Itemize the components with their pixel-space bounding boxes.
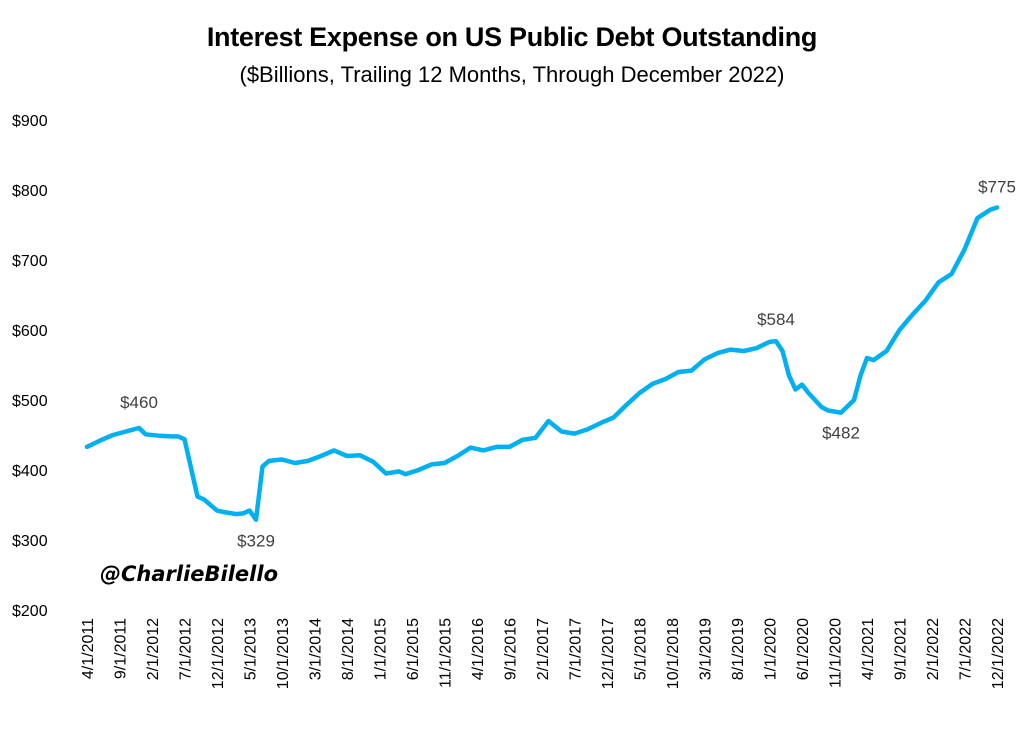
y-tick-label: $700 — [12, 253, 48, 270]
y-tick-label: $600 — [12, 323, 48, 340]
x-tick-label: 4/1/2021 — [860, 618, 877, 680]
x-tick-label: 5/1/2013 — [243, 618, 260, 680]
y-axis: $200 $300 $400 $500 $600 $700 $800 $900 — [12, 113, 48, 620]
data-label: $775 — [978, 178, 1016, 197]
x-tick-label: 4/1/2016 — [470, 618, 487, 680]
data-label: $584 — [757, 310, 795, 329]
chart-subtitle: ($Billions, Trailing 12 Months, Through … — [239, 62, 785, 87]
x-tick-label: 2/1/2012 — [145, 618, 162, 680]
x-tick-label: 12/1/2012 — [210, 618, 227, 689]
x-tick-label: 3/1/2019 — [698, 618, 715, 680]
annotations-group: $460 $329 $584 $482 $775 — [120, 178, 1016, 551]
x-tick-label: 11/1/2015 — [438, 618, 455, 688]
x-tick-label: 2/1/2017 — [535, 618, 552, 680]
y-tick-label: $300 — [12, 533, 48, 550]
y-tick-label: $900 — [12, 113, 48, 130]
x-tick-label: 4/1/2011 — [80, 618, 97, 679]
x-tick-label: 7/1/2012 — [178, 618, 195, 680]
watermark-text: @CharlieBilello — [100, 562, 278, 586]
chart-title: Interest Expense on US Public Debt Outst… — [206, 22, 818, 52]
data-label: $460 — [120, 393, 158, 412]
y-tick-label: $500 — [12, 393, 48, 410]
x-tick-label: 11/1/2020 — [828, 618, 845, 688]
x-tick-label: 9/1/2011 — [113, 618, 130, 679]
x-axis: 4/1/2011 9/1/2011 2/1/2012 7/1/2012 12/1/201… — [80, 618, 1007, 689]
data-label: $329 — [237, 532, 275, 551]
y-tick-label: $800 — [12, 183, 48, 200]
x-tick-label: 12/1/2022 — [990, 618, 1007, 689]
x-tick-label: 3/1/2014 — [308, 618, 325, 680]
x-tick-label: 9/1/2016 — [503, 618, 520, 680]
x-tick-label: 6/1/2015 — [405, 618, 422, 680]
x-tick-label: 6/1/2020 — [795, 618, 812, 680]
x-tick-label: 12/1/2017 — [600, 618, 617, 689]
x-tick-label: 1/1/2020 — [763, 618, 780, 680]
x-tick-label: 7/1/2017 — [568, 618, 585, 680]
x-tick-label: 7/1/2022 — [958, 618, 975, 680]
x-tick-label: 10/1/2018 — [665, 618, 682, 689]
series-group — [84, 205, 1000, 522]
x-tick-label: 1/1/2015 — [373, 618, 390, 680]
series-line — [84, 205, 1000, 522]
x-tick-label: 10/1/2013 — [275, 618, 292, 689]
y-tick-label: $400 — [12, 463, 48, 480]
x-tick-label: 5/1/2018 — [633, 618, 650, 680]
x-tick-label: 2/1/2022 — [925, 618, 942, 680]
y-tick-label: $200 — [12, 603, 48, 620]
x-tick-label: 9/1/2021 — [893, 618, 910, 680]
x-tick-label: 8/1/2014 — [340, 618, 357, 680]
data-label: $482 — [822, 424, 860, 443]
x-tick-label: 8/1/2019 — [730, 618, 747, 680]
